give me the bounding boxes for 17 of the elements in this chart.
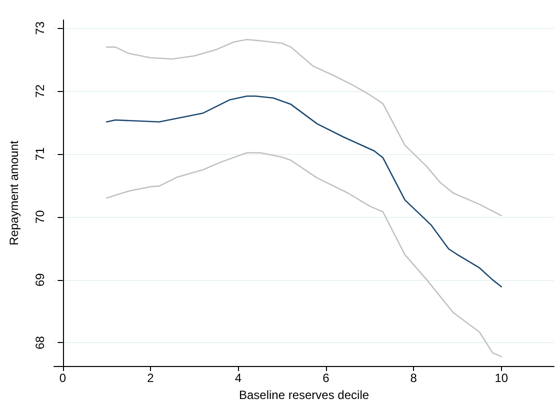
- x-tick-label: 8: [410, 371, 418, 385]
- x-tick-label: 6: [322, 371, 330, 385]
- x-tick-label: 0: [59, 371, 66, 385]
- y-tick-label: 70: [33, 210, 47, 224]
- y-axis-title: Repayment amount: [7, 140, 21, 246]
- x-tick-label: 10: [494, 371, 508, 385]
- line-series: [106, 152, 502, 358]
- y-tick-label: 68: [33, 336, 47, 350]
- y-tick-label: 71: [33, 147, 47, 161]
- y-tick-label: 69: [33, 272, 47, 286]
- x-tick-label: 2: [147, 371, 154, 385]
- y-tick-label: 72: [33, 84, 47, 98]
- line-series: [106, 38, 502, 216]
- y-tick-label: 73: [33, 21, 47, 35]
- x-axis-title: Baseline reserves decile: [238, 388, 370, 402]
- line-series: [106, 95, 502, 288]
- x-tick-label: 4: [234, 371, 242, 385]
